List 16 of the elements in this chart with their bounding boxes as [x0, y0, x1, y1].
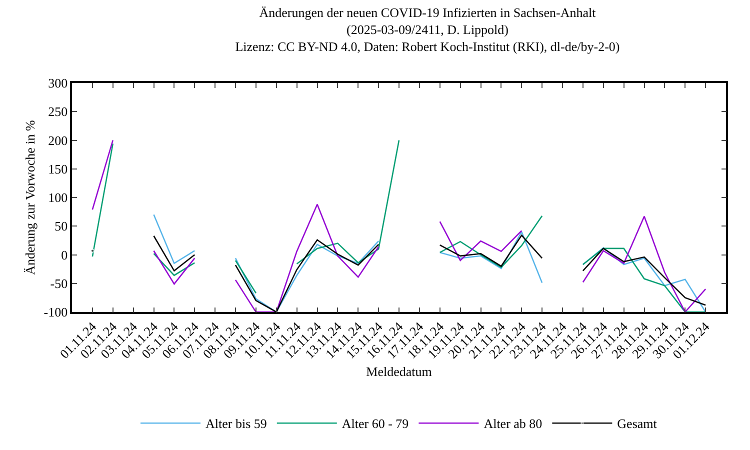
y-tick-label: 300 [48, 76, 68, 91]
legend-label: Gesamt [617, 416, 658, 432]
y-tick-label: 50 [54, 218, 68, 234]
y-tick-label: 200 [48, 132, 68, 148]
y-tick-label: -50 [50, 276, 68, 291]
y-tick-label: -100 [44, 304, 68, 320]
chart-title: Änderungen der neuen COVID-19 Infizierten in Sachsen-Anhalt (2025-03-09/2411, D. Lippold) Lizenz: CC BY-ND 4.0, Daten: Robert Koch-Institut (RKI), dl-de/by-2-0) [235, 5, 620, 54]
y-tick-label: 250 [48, 104, 68, 120]
y-tick-label: 0 [61, 247, 68, 262]
x-axis-title: Meldedatum [366, 364, 432, 379]
legend-label: Alter 60 - 79 [342, 416, 409, 432]
y-axis-title: Änderung zur Vorwoche in % [22, 120, 38, 275]
y-tick-label: 150 [48, 161, 68, 176]
legend-label: Alter bis 59 [206, 416, 267, 432]
y-tick-label: 100 [48, 190, 68, 206]
legend-label: Alter ab 80 [484, 416, 542, 432]
